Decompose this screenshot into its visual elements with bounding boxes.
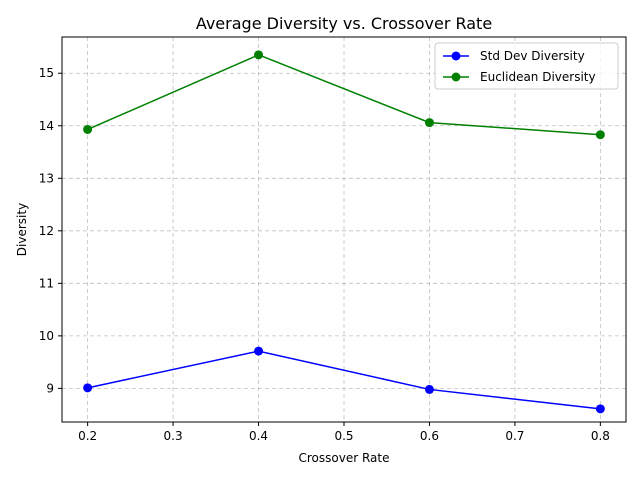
x-axis-label: Crossover Rate [299,451,390,465]
series-line [87,350,601,410]
y-tick-label: 15 [39,66,54,80]
legend-marker [451,72,461,82]
data-point [424,384,434,394]
x-tick-label: 0.4 [249,429,268,443]
legend-label: Euclidean Diversity [480,70,596,84]
data-point [83,124,93,134]
y-tick-label: 9 [46,381,54,395]
y-tick-label: 12 [39,224,54,238]
x-tick-label: 0.8 [591,429,610,443]
chart-title: Average Diversity vs. Crossover Rate [196,14,492,33]
y-axis-ticks: 9 10 11 12 13 14 15 [39,66,62,395]
y-tick-label: 14 [39,119,54,133]
data-point [424,118,434,128]
y-axis-label: Diversity [15,203,29,256]
legend: Std Dev Diversity Euclidean Diversity [434,42,619,90]
data-point [254,50,264,60]
data-point [595,130,605,140]
legend-box [434,42,619,90]
data-point [254,346,264,356]
data-point [83,383,93,393]
x-tick-label: 0.3 [164,429,183,443]
y-tick-label: 10 [39,329,54,343]
y-tick-label: 13 [39,171,54,185]
series-layer [83,50,605,414]
x-axis-ticks: 0.2 0.3 0.4 0.5 0.6 0.7 0.8 [78,422,610,443]
data-point [595,404,605,414]
legend-label: Std Dev Diversity [480,49,585,63]
x-tick-label: 0.6 [420,429,439,443]
series-euclidean-diversity [83,50,605,140]
grid-lines [62,37,626,422]
legend-item: Std Dev Diversity [443,49,585,63]
series-std-dev-diversity [83,346,605,414]
legend-marker [451,51,461,61]
legend-item: Euclidean Diversity [443,70,596,84]
y-tick-label: 11 [39,276,54,290]
x-tick-label: 0.2 [78,429,97,443]
x-tick-label: 0.7 [505,429,524,443]
x-tick-label: 0.5 [334,429,353,443]
series-line [87,54,601,136]
